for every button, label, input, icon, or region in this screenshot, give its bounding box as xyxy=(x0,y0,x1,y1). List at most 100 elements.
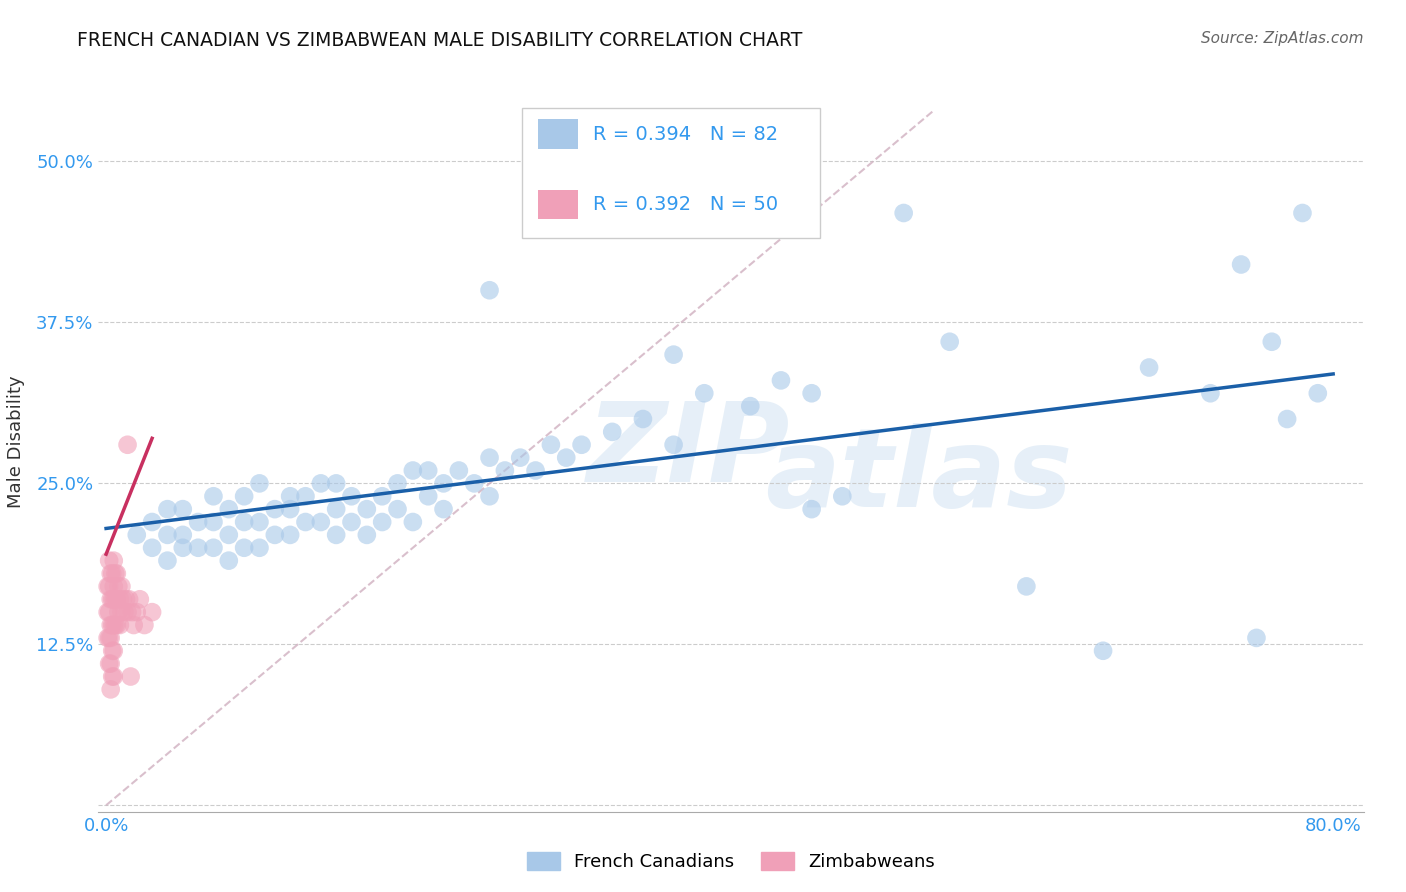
Point xyxy=(555,450,578,465)
Point xyxy=(100,657,122,671)
Point xyxy=(309,515,332,529)
Point xyxy=(662,438,685,452)
FancyBboxPatch shape xyxy=(537,190,578,219)
Point xyxy=(122,618,145,632)
Point xyxy=(325,502,347,516)
Point xyxy=(387,502,409,516)
Point xyxy=(218,502,240,516)
Point xyxy=(218,528,240,542)
Point xyxy=(693,386,716,401)
Text: R = 0.392   N = 50: R = 0.392 N = 50 xyxy=(593,195,779,214)
Point xyxy=(1199,386,1222,401)
Point xyxy=(98,631,121,645)
Point xyxy=(1015,579,1038,593)
Point xyxy=(98,554,121,568)
Point xyxy=(233,515,256,529)
Point xyxy=(524,463,547,477)
Point xyxy=(1230,258,1253,272)
Point xyxy=(662,348,685,362)
Point xyxy=(1092,644,1115,658)
Text: R = 0.394   N = 82: R = 0.394 N = 82 xyxy=(593,125,779,144)
Point xyxy=(218,554,240,568)
Point xyxy=(141,541,163,555)
Point xyxy=(402,515,425,529)
Point xyxy=(278,489,301,503)
FancyBboxPatch shape xyxy=(523,109,820,238)
Point xyxy=(540,438,562,452)
Point xyxy=(893,206,915,220)
Point xyxy=(97,605,120,619)
Point xyxy=(101,669,124,683)
Point xyxy=(340,489,363,503)
Point xyxy=(356,502,378,516)
Point xyxy=(187,515,209,529)
Point xyxy=(1306,386,1329,401)
Point xyxy=(107,605,129,619)
Point xyxy=(103,579,125,593)
Point xyxy=(101,618,124,632)
Point xyxy=(432,476,454,491)
Point xyxy=(356,528,378,542)
Point xyxy=(117,438,139,452)
Point xyxy=(128,592,150,607)
Point xyxy=(103,592,125,607)
Point xyxy=(105,618,128,632)
Point xyxy=(141,515,163,529)
Y-axis label: Male Disability: Male Disability xyxy=(7,376,25,508)
Point xyxy=(278,502,301,516)
Point xyxy=(769,373,792,387)
Point xyxy=(110,605,132,619)
Point xyxy=(249,515,271,529)
Point xyxy=(294,515,316,529)
Text: FRENCH CANADIAN VS ZIMBABWEAN MALE DISABILITY CORRELATION CHART: FRENCH CANADIAN VS ZIMBABWEAN MALE DISAB… xyxy=(77,31,803,50)
Point xyxy=(1137,360,1160,375)
Point xyxy=(100,618,122,632)
Point xyxy=(418,463,440,477)
Point xyxy=(120,669,142,683)
Point xyxy=(800,386,823,401)
Point xyxy=(115,592,138,607)
Point xyxy=(478,450,501,465)
Point xyxy=(172,541,194,555)
Point xyxy=(325,528,347,542)
Point xyxy=(156,528,179,542)
Point xyxy=(600,425,623,439)
Point xyxy=(101,592,124,607)
Point xyxy=(104,592,127,607)
Point xyxy=(104,566,127,581)
Point xyxy=(249,476,271,491)
Text: atlas: atlas xyxy=(765,424,1073,531)
Point xyxy=(340,515,363,529)
Point xyxy=(371,489,394,503)
Point xyxy=(97,579,120,593)
Point xyxy=(309,476,332,491)
Point xyxy=(105,566,128,581)
Point xyxy=(101,644,124,658)
Point xyxy=(1291,206,1313,220)
Point xyxy=(103,644,125,658)
Point xyxy=(938,334,960,349)
Point xyxy=(103,669,125,683)
Point xyxy=(202,489,225,503)
Point xyxy=(831,489,853,503)
Point xyxy=(108,592,131,607)
Point xyxy=(100,592,122,607)
Point xyxy=(98,605,121,619)
Point xyxy=(107,579,129,593)
Point xyxy=(100,566,122,581)
Point xyxy=(141,605,163,619)
Point xyxy=(134,618,156,632)
Point xyxy=(478,283,501,297)
Point xyxy=(100,631,122,645)
Point xyxy=(387,476,409,491)
Point xyxy=(371,515,394,529)
Point xyxy=(418,489,440,503)
Point xyxy=(117,605,139,619)
Point xyxy=(402,463,425,477)
Legend: French Canadians, Zimbabweans: French Canadians, Zimbabweans xyxy=(520,845,942,879)
Text: ZIP: ZIP xyxy=(588,398,790,505)
Point xyxy=(103,618,125,632)
Point xyxy=(105,592,128,607)
Point xyxy=(1261,334,1284,349)
Point xyxy=(1275,412,1298,426)
